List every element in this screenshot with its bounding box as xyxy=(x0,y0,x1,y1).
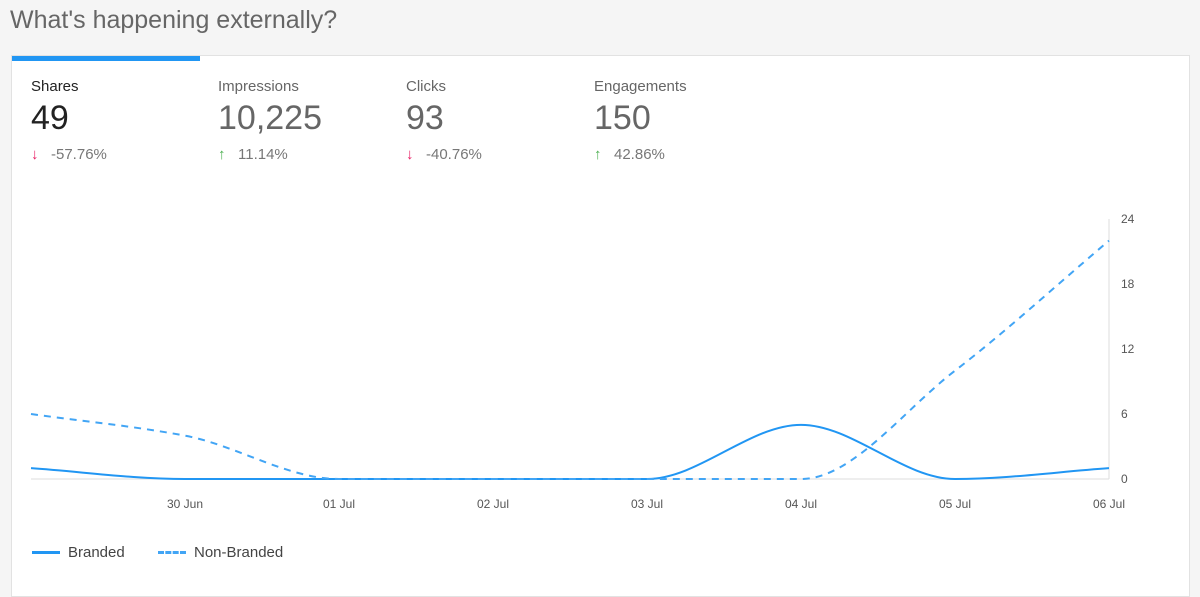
solid-line-swatch-icon xyxy=(32,551,60,554)
arrow-down-icon: ↓ xyxy=(406,146,414,163)
metric-tab-shares[interactable]: Shares 49 ↓ -57.76% xyxy=(31,78,107,163)
x-tick-label: 30 Jun xyxy=(167,497,203,511)
x-tick-label: 04 Jul xyxy=(785,497,817,511)
y-tick-label: 12 xyxy=(1121,342,1135,356)
metric-tab-clicks[interactable]: Clicks 93 ↓ -40.76% xyxy=(406,78,482,163)
metric-tab-impressions[interactable]: Impressions 10,225 ↑ 11.14% xyxy=(218,78,322,163)
x-tick-label: 03 Jul xyxy=(631,497,663,511)
active-tab-indicator xyxy=(12,56,200,61)
dashed-line-swatch-icon xyxy=(158,551,186,554)
metric-change: ↓ -57.76% xyxy=(31,146,107,163)
metric-label: Engagements xyxy=(594,78,687,95)
y-tick-label: 24 xyxy=(1121,212,1135,226)
metric-change: ↑ 42.86% xyxy=(594,146,665,163)
legend-item-branded[interactable]: Branded xyxy=(32,544,125,561)
arrow-up-icon: ↑ xyxy=(218,146,226,163)
arrow-up-icon: ↑ xyxy=(594,146,602,163)
x-tick-label: 05 Jul xyxy=(939,497,971,511)
metric-tab-engagements[interactable]: Engagements 150 ↑ 42.86% xyxy=(594,78,687,163)
metric-label: Impressions xyxy=(218,78,299,95)
metric-change: ↓ -40.76% xyxy=(406,146,482,163)
y-tick-label: 18 xyxy=(1121,277,1135,291)
y-tick-label: 0 xyxy=(1121,472,1128,486)
y-tick-label: 6 xyxy=(1121,407,1128,421)
series-line-non-branded xyxy=(30,239,1110,481)
metric-value: 150 xyxy=(594,99,651,137)
metric-label: Clicks xyxy=(406,78,446,95)
metric-label: Shares xyxy=(31,78,79,95)
metric-change: ↑ 11.14% xyxy=(218,146,288,163)
x-tick-label: 06 Jul xyxy=(1093,497,1125,511)
line-chart: 0 6 12 18 24 30 Jun 01 Jul 02 Jul 03 Jul 04 Jul 05… xyxy=(30,212,1135,511)
metric-value: 49 xyxy=(31,99,69,137)
metric-value: 10,225 xyxy=(218,99,322,137)
legend-item-non-branded[interactable]: Non-Branded xyxy=(158,544,283,561)
x-tick-label: 02 Jul xyxy=(477,497,509,511)
series-line-branded xyxy=(30,423,1110,481)
metrics-card: Shares 49 ↓ -57.76% Impressions 10,225 ↑ 11… xyxy=(11,55,1190,597)
metric-value: 93 xyxy=(406,99,444,137)
arrow-down-icon: ↓ xyxy=(31,146,39,163)
section-title: What's happening externally? xyxy=(10,6,338,34)
x-tick-label: 01 Jul xyxy=(323,497,355,511)
